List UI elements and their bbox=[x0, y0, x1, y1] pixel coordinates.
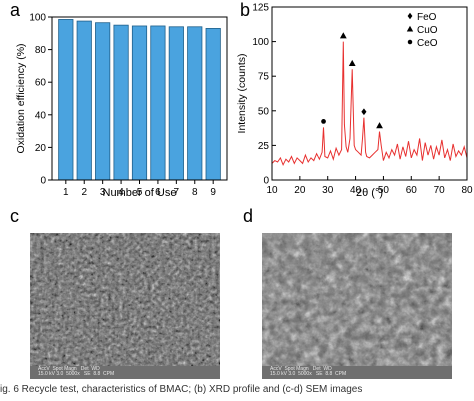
xrd-pattern-line-chart: 0 25 50 75 100 125 10 20 30 40 50 60 70 80 2θ (°) Inten… bbox=[237, 3, 473, 200]
y-tick-label-80: 80 bbox=[35, 45, 47, 56]
x-axis-label-a: Number of Use bbox=[103, 187, 177, 199]
x-tick-label-b-80: 80 bbox=[461, 185, 473, 196]
legend-marker-triangle bbox=[406, 25, 414, 32]
oxidation-efficiency-bar-chart: 0 20 40 60 80 100 1 2 3 4 5 6 7 8 9 Number of Use Oxidat… bbox=[15, 13, 228, 199]
peak-marker-5-triangle bbox=[376, 122, 383, 129]
y-tick-label-b-125: 125 bbox=[252, 3, 269, 14]
x-tick-label-8: 8 bbox=[192, 187, 198, 198]
peak-marker-3-triangle bbox=[348, 59, 356, 66]
panel-label-a: a bbox=[10, 0, 21, 20]
x-tick-label-6: 6 bbox=[155, 187, 161, 198]
y-axis-label-b: Intensity (counts) bbox=[237, 54, 248, 134]
peak-marker-2-triangle bbox=[339, 32, 347, 39]
x-tick-label-b-70: 70 bbox=[434, 185, 446, 196]
y-tick-label-20: 20 bbox=[35, 143, 47, 154]
sem-databar-c: AccV Spot Magn Det WD 15.0 kV 3.0 5000x … bbox=[30, 366, 220, 379]
legend-marker-diamond bbox=[407, 12, 413, 20]
bar-4 bbox=[113, 24, 129, 181]
bar-3 bbox=[95, 22, 111, 181]
bar-7 bbox=[168, 26, 184, 181]
peak-marker-4-diamond bbox=[361, 108, 367, 116]
x-tick-label-7: 7 bbox=[174, 187, 180, 198]
x-tick-label-b-20: 20 bbox=[294, 185, 306, 196]
x-tick-label-b-60: 60 bbox=[406, 185, 418, 196]
xrd-series-line bbox=[271, 41, 468, 167]
y-tick-label-0: 0 bbox=[40, 176, 46, 187]
bar-2 bbox=[76, 20, 92, 181]
bar-5 bbox=[131, 25, 148, 181]
x-tick-label-b-50: 50 bbox=[378, 185, 390, 196]
panel-label-d: d bbox=[243, 206, 254, 226]
x-axis-label-b: 2θ (°) bbox=[356, 187, 383, 199]
y-tick-label-b-25: 25 bbox=[258, 141, 270, 152]
bar-1 bbox=[58, 19, 74, 181]
peak-marker-1-circle bbox=[321, 119, 326, 124]
y-axis-label-a: Oxidation efficiency (%) bbox=[15, 43, 27, 153]
panel-label-c: c bbox=[10, 206, 19, 226]
sem-databar-text-c: AccV Spot Magn Det WD 15.0 kV 3.0 5000x … bbox=[38, 366, 115, 377]
bar-9 bbox=[205, 28, 221, 181]
legend-label-ceo: CeO bbox=[417, 38, 438, 49]
y-tick-label-b-50: 50 bbox=[258, 106, 270, 117]
x-tick-label-5: 5 bbox=[137, 187, 143, 198]
x-tick-label-9: 9 bbox=[210, 187, 216, 198]
bar-8 bbox=[187, 26, 203, 181]
y-tick-label-b-100: 100 bbox=[252, 37, 269, 48]
sem-databar-d: AccV Spot Magn Det WD 15.0 kV 3.0 5000x … bbox=[262, 366, 452, 379]
plot-frame-b bbox=[271, 6, 468, 181]
x-tick-label-2: 2 bbox=[81, 187, 87, 198]
legend-label-feo: FeO bbox=[417, 12, 437, 23]
figure-caption: ig. 6 Recycle test, characteristics of B… bbox=[0, 384, 363, 395]
y-tick-label-60: 60 bbox=[35, 78, 47, 89]
x-tick-label-1: 1 bbox=[63, 187, 69, 198]
x-tick-label-4: 4 bbox=[118, 187, 124, 198]
sem-databar-text-d: AccV Spot Magn Det WD 15.0 kV 3.0 5000x … bbox=[270, 366, 347, 377]
legend-marker-circle bbox=[407, 39, 413, 45]
y-tick-label-40: 40 bbox=[35, 110, 47, 121]
x-tick-label-b-10: 10 bbox=[266, 185, 278, 196]
x-tick-label-b-40: 40 bbox=[350, 185, 362, 196]
y-tick-label-b-0: 0 bbox=[263, 176, 269, 187]
y-tick-label-b-75: 75 bbox=[258, 72, 270, 83]
panel-label-b: b bbox=[240, 0, 251, 20]
sem-texture-c bbox=[30, 233, 220, 379]
sem-image-c: AccV Spot Magn Det WD 15.0 kV 3.0 5000x … bbox=[30, 233, 220, 379]
y-tick-label-100: 100 bbox=[29, 13, 46, 24]
sem-texture-d bbox=[262, 233, 452, 379]
x-tick-label-b-30: 30 bbox=[322, 185, 334, 196]
x-tick-label-3: 3 bbox=[100, 187, 106, 198]
bar-6 bbox=[150, 25, 166, 181]
sem-image-d: AccV Spot Magn Det WD 15.0 kV 3.0 5000x … bbox=[262, 233, 452, 379]
legend-label-cuo: CuO bbox=[417, 25, 438, 36]
